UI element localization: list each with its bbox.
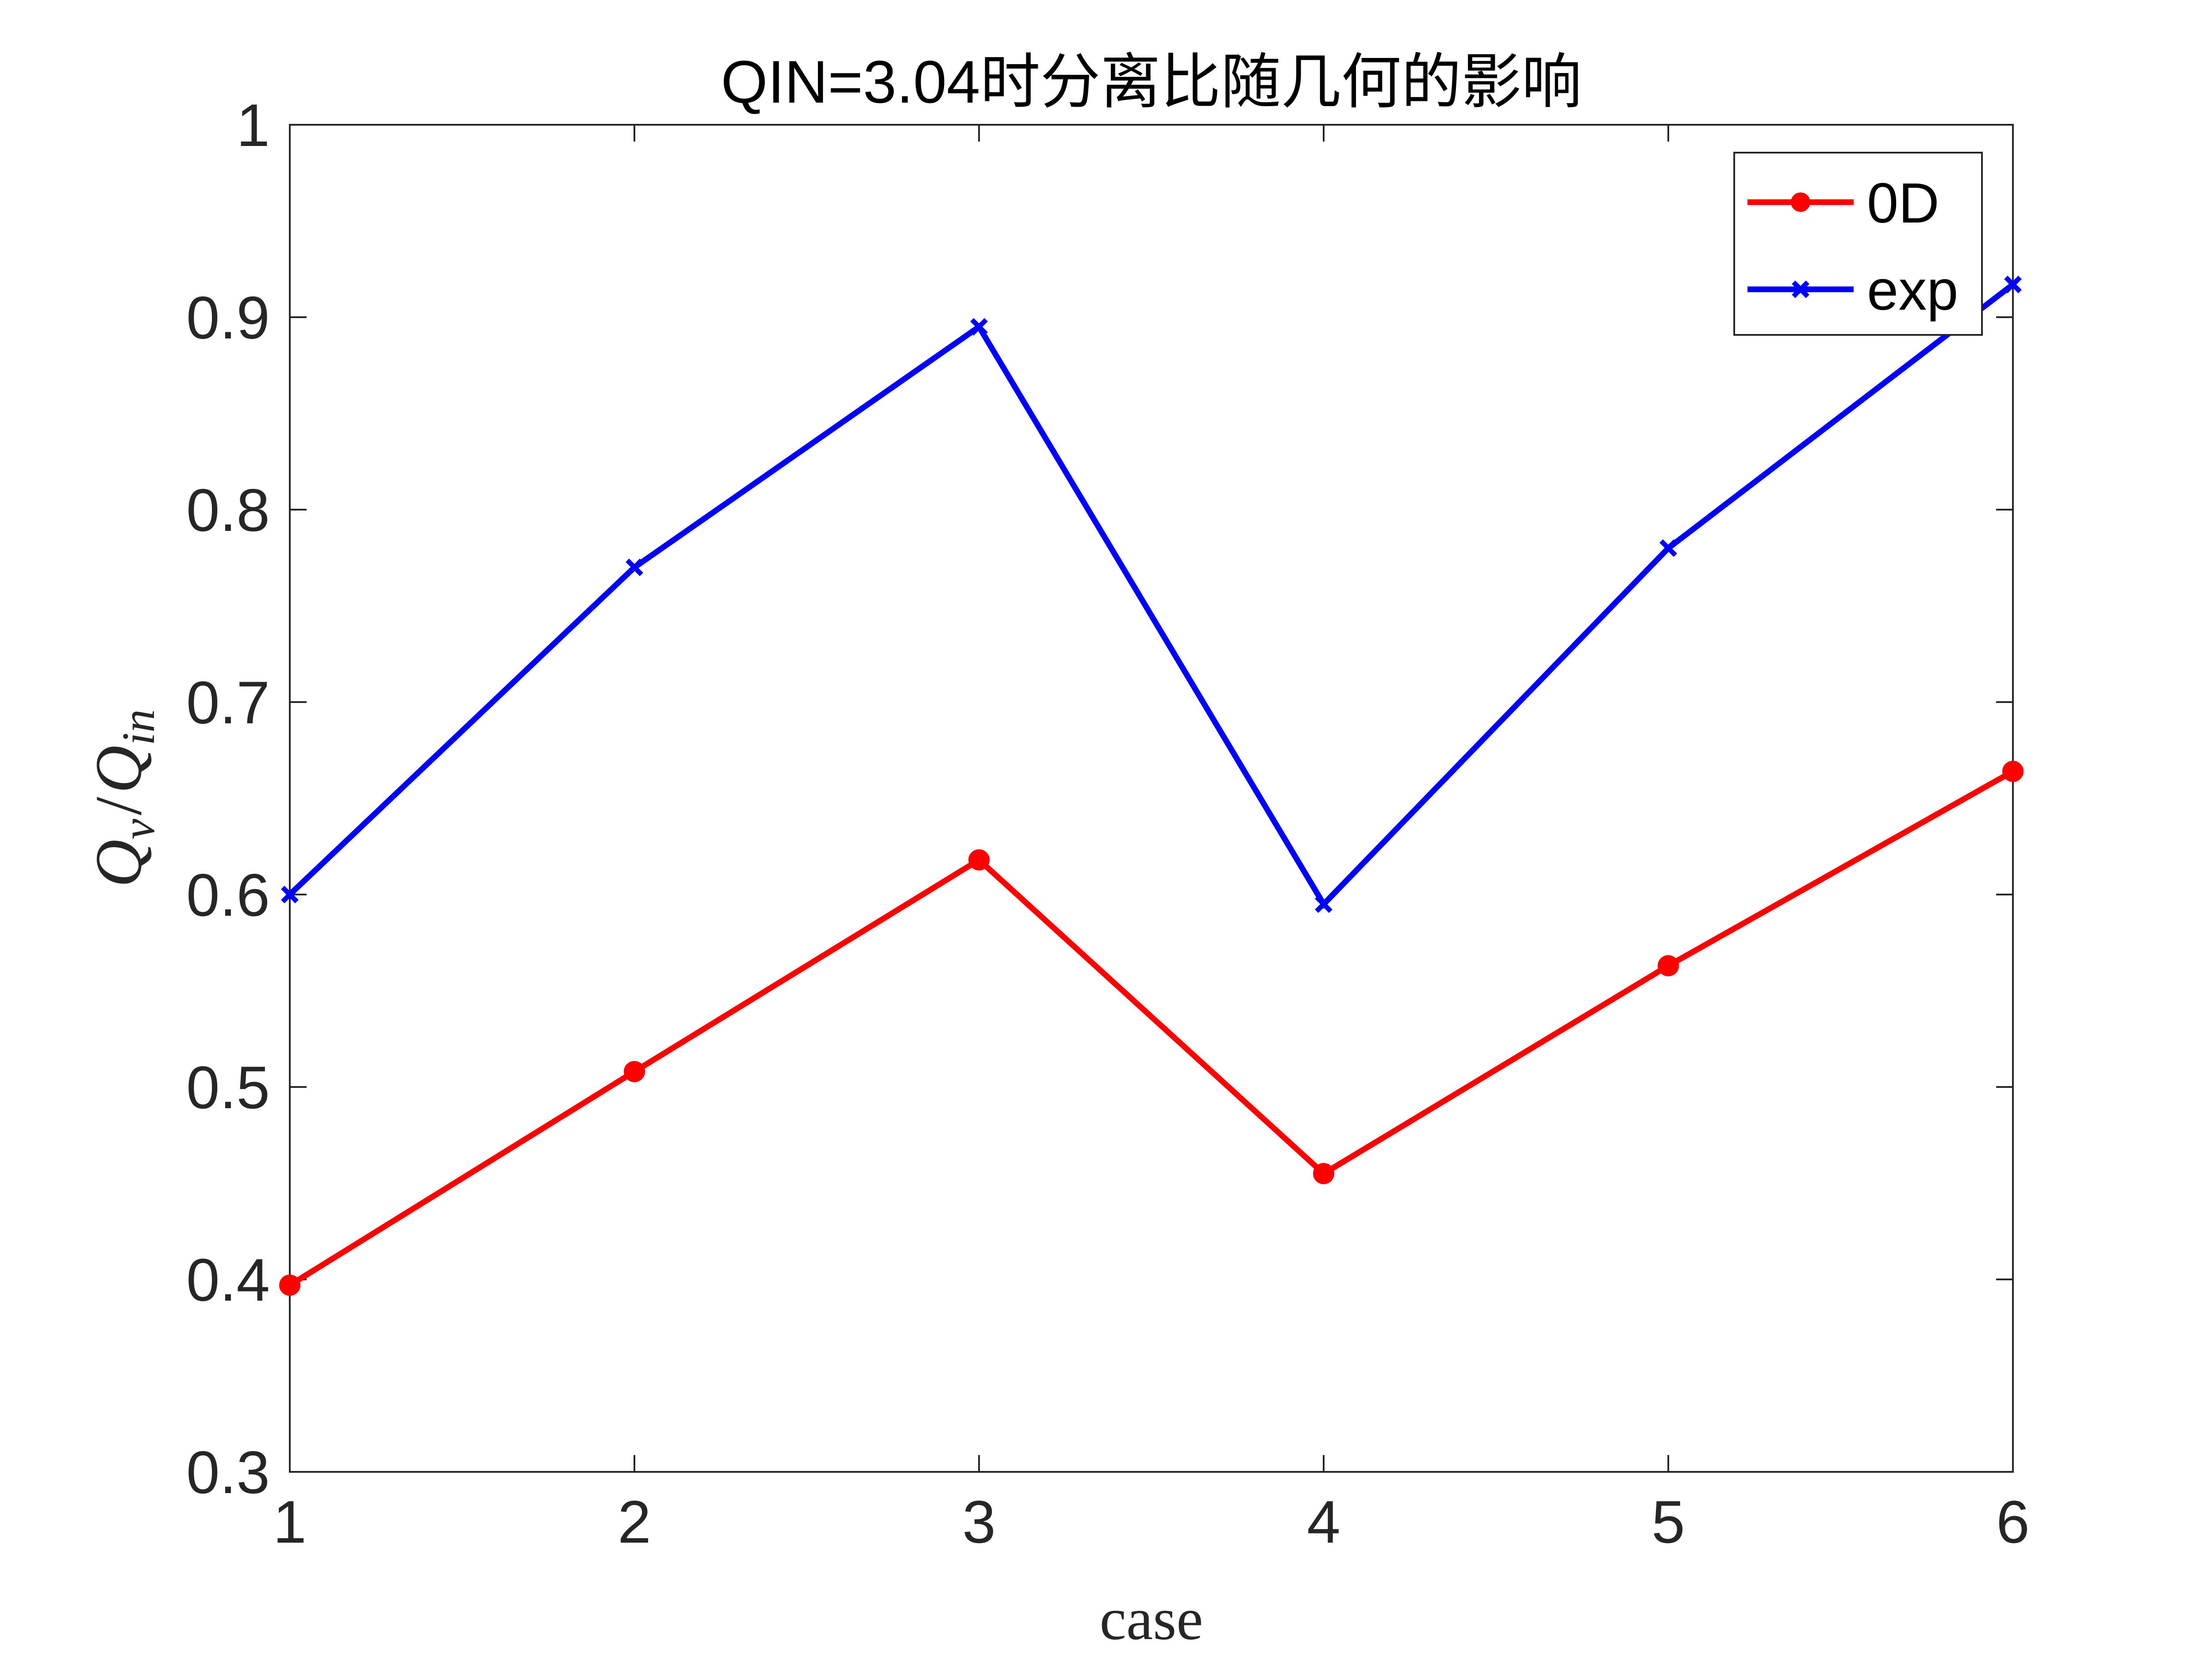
legend-marker xyxy=(1792,280,1809,298)
series-layer xyxy=(279,276,2024,1296)
series-0D xyxy=(279,760,2024,1296)
data-point xyxy=(1658,955,1679,976)
x-tick-label: 3 xyxy=(962,1488,996,1555)
y-tick-label: 0.6 xyxy=(186,861,270,929)
legend-marker xyxy=(1791,192,1810,212)
x-axis-label: case xyxy=(1099,1586,1203,1652)
chart-title: QIN=3.04时分离比随几何的影响 xyxy=(721,48,1582,115)
series-line-0D xyxy=(288,768,2015,1288)
series-line-exp xyxy=(288,282,2015,909)
data-point xyxy=(626,558,643,576)
series-exp xyxy=(281,276,2022,913)
tick-labels: 1 2 3 4 5 6 0.3 0.4 0.5 0.6 0.7 0.8 0.9 1 xyxy=(186,92,2030,1555)
data-point xyxy=(624,1061,645,1083)
x-tick-label: 5 xyxy=(1651,1488,1685,1555)
y-tick-label: 0.7 xyxy=(186,669,270,736)
legend-item-exp: exp xyxy=(1747,259,1958,322)
x-tick-label: 1 xyxy=(273,1488,307,1555)
legend: 0D exp xyxy=(1733,152,1983,336)
y-tick-label: 0.9 xyxy=(186,284,270,351)
y-tick-label: 0.5 xyxy=(186,1054,270,1121)
data-point xyxy=(2002,760,2024,782)
x-tick-label: 2 xyxy=(618,1488,651,1555)
data-point xyxy=(1315,895,1333,913)
data-point xyxy=(281,886,299,903)
y-tick-label: 1 xyxy=(236,92,270,159)
data-point xyxy=(1659,539,1677,557)
legend-box xyxy=(1733,152,1983,336)
legend-label: exp xyxy=(1867,259,1958,322)
data-point xyxy=(279,1275,300,1296)
data-point xyxy=(2004,276,2022,293)
y-tick-label: 0.4 xyxy=(186,1246,270,1313)
y-axis-label-text: Qv/Qin xyxy=(82,709,164,887)
x-tick-label: 6 xyxy=(1996,1488,2030,1555)
axis-ticks xyxy=(289,124,2014,1473)
x-tick-label: 4 xyxy=(1307,1488,1340,1555)
plot-area xyxy=(289,124,2014,1473)
legend-item-0D: 0D xyxy=(1747,172,1939,235)
data-point xyxy=(968,849,990,871)
y-tick-label: 0.3 xyxy=(186,1439,270,1506)
data-point xyxy=(970,318,988,336)
y-tick-label: 0.8 xyxy=(186,476,270,544)
data-point xyxy=(1313,1163,1334,1184)
legend-label: 0D xyxy=(1867,172,1939,235)
y-axis-label: Qv/Qin xyxy=(82,709,164,887)
